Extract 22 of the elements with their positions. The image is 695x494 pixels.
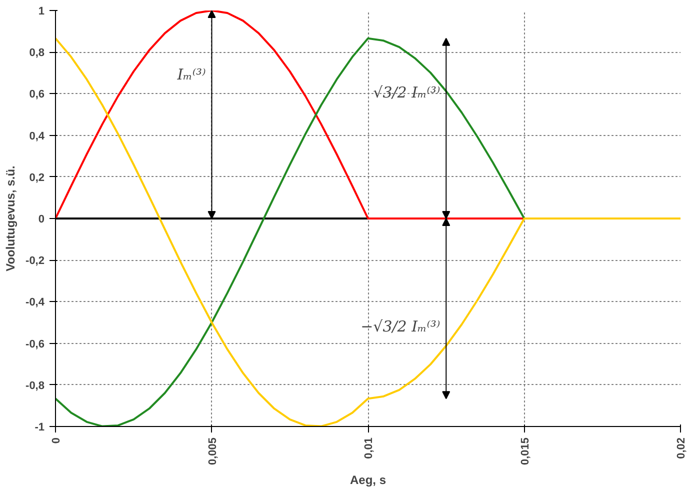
y-tick-label: -1 <box>34 422 44 434</box>
annotation: √3/2 Iₘ⁽³⁾ <box>373 83 440 102</box>
y-tick-label: 1 <box>38 6 45 18</box>
y-axis-title: Voolutugevus, s.ü. <box>4 166 18 272</box>
y-tick-label: 0,6 <box>29 88 45 101</box>
y-tick-label: 0,8 <box>29 47 45 60</box>
x-tick-label: 0,01 <box>363 437 375 459</box>
line-series <box>56 37 526 426</box>
y-tick-label: -0,6 <box>26 338 45 350</box>
x-axis-title: Aeg, s <box>350 473 386 488</box>
x-tick-label: 0,015 <box>519 437 532 466</box>
y-tick-label: 0,2 <box>29 172 45 184</box>
y-tick-label: -0,2 <box>26 255 45 268</box>
x-tick-label: 0,005 <box>206 437 219 466</box>
x-tick-label: 0,02 <box>676 437 688 459</box>
annotation: Iₘ⁽³⁾ <box>176 65 206 84</box>
y-tick-label: -0,8 <box>26 380 45 392</box>
y-tick-label: -0,4 <box>26 296 46 309</box>
y-tick-label: 0 <box>38 214 45 226</box>
annotation: −√3/2 Iₘ⁽³⁾ <box>360 318 440 336</box>
x-tick-label: 0 <box>50 437 62 444</box>
y-tick-label: 0,4 <box>29 130 46 142</box>
